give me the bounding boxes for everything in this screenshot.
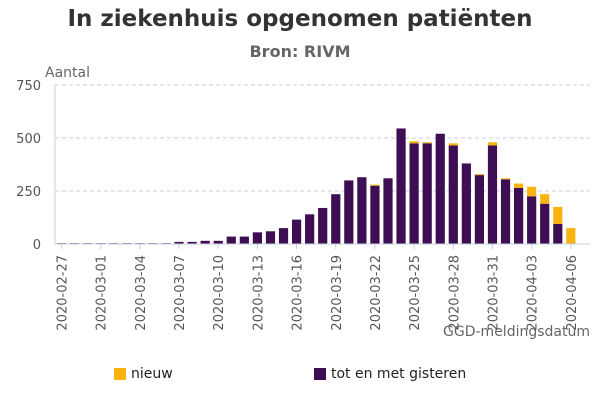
x-tick-label: 2020-03-04 — [134, 255, 149, 331]
x-tick-label: 2020-03-13 — [251, 255, 266, 331]
bar-nieuw[interactable] — [474, 174, 485, 176]
grid-layer — [55, 84, 590, 192]
bar-gisteren[interactable] — [291, 219, 302, 244]
x-tick-label: 2020-03-28 — [447, 255, 462, 331]
legend-label-gisteren: tot en met gisteren — [331, 366, 467, 382]
chart-title: In ziekenhuis opgenomen patiënten — [67, 6, 533, 32]
bar-nieuw[interactable] — [540, 194, 550, 204]
bar-gisteren[interactable] — [422, 143, 432, 244]
y-tick-label: 0 — [33, 238, 41, 253]
x-tick-label: 2020-03-10 — [212, 255, 227, 331]
bar-gisteren[interactable] — [187, 241, 197, 244]
bar-gisteren[interactable] — [278, 228, 289, 244]
bar-gisteren[interactable] — [357, 177, 367, 244]
bar-gisteren[interactable] — [396, 128, 406, 244]
x-tick-label: 2020-03-01 — [95, 255, 110, 331]
bar-gisteren[interactable] — [474, 175, 485, 244]
bar-gisteren[interactable] — [435, 133, 445, 244]
bar-nieuw[interactable] — [422, 142, 432, 144]
bar-gisteren[interactable] — [174, 241, 184, 244]
bars-layer — [56, 128, 576, 244]
bar-gisteren[interactable] — [305, 214, 315, 244]
axis-layer: Aantal GGD-meldingsdatum — [45, 65, 590, 340]
x-tick-label: 2020-03-22 — [369, 255, 384, 331]
bar-gisteren[interactable] — [200, 240, 210, 244]
bar-nieuw[interactable] — [553, 206, 563, 224]
bar-gisteren[interactable] — [514, 187, 524, 244]
x-tick-label: 2020-04-06 — [565, 255, 580, 331]
bar-gisteren[interactable] — [527, 196, 537, 244]
bar-gisteren[interactable] — [383, 178, 393, 244]
bar-gisteren[interactable] — [409, 143, 419, 244]
legend-item-nieuw[interactable]: nieuw — [114, 364, 173, 384]
ticks-layer: 0 250 500 750 2020-02-27 2020-03-01 2020-03-04… — [16, 79, 580, 331]
bar-gisteren[interactable] — [500, 179, 511, 244]
bar-gisteren[interactable] — [226, 236, 236, 244]
bar-gisteren[interactable] — [370, 185, 380, 244]
bar-gisteren[interactable] — [344, 180, 354, 244]
x-tick-label: 2020-03-19 — [330, 255, 345, 331]
x-tick-label: 2020-04-03 — [526, 255, 541, 331]
bar-gisteren[interactable] — [553, 223, 563, 244]
bar-nieuw[interactable] — [448, 143, 458, 146]
bar-gisteren[interactable] — [252, 232, 262, 244]
y-tick-label: 750 — [16, 79, 41, 94]
bar-nieuw[interactable] — [514, 183, 524, 188]
y-tick-label: 250 — [16, 185, 41, 200]
y-tick-label: 500 — [16, 132, 41, 147]
legend-swatch-gisteren — [314, 368, 326, 380]
legend-swatch-nieuw — [114, 368, 126, 380]
bar-nieuw[interactable] — [527, 186, 537, 197]
bar-gisteren[interactable] — [265, 231, 276, 244]
bar-gisteren[interactable] — [461, 163, 471, 244]
x-tick-label: 2020-03-16 — [291, 255, 306, 331]
bar-nieuw[interactable] — [409, 141, 419, 144]
bar-gisteren[interactable] — [448, 145, 458, 244]
chart-subtitle: Bron: RIVM — [249, 42, 351, 61]
bar-gisteren[interactable] — [540, 203, 550, 244]
x-axis-label: GGD-meldingsdatum — [443, 324, 590, 340]
bar-gisteren[interactable] — [318, 207, 328, 244]
bar-gisteren[interactable] — [487, 145, 498, 244]
legend-label-nieuw: nieuw — [131, 366, 173, 382]
bar-nieuw[interactable] — [500, 178, 511, 180]
bar-nieuw[interactable] — [487, 142, 498, 146]
bar-gisteren[interactable] — [213, 240, 223, 244]
x-tick-label: 2020-02-27 — [56, 255, 71, 331]
bar-gisteren[interactable] — [239, 236, 249, 244]
bar-nieuw[interactable] — [370, 184, 380, 186]
y-axis-label: Aantal — [45, 65, 90, 81]
x-tick-label: 2020-03-31 — [486, 255, 501, 331]
x-tick-label: 2020-03-25 — [408, 255, 423, 331]
bar-gisteren[interactable] — [331, 194, 341, 244]
x-tick-label: 2020-03-07 — [173, 255, 188, 331]
bar-nieuw[interactable] — [566, 228, 576, 244]
legend-item-gisteren[interactable]: tot en met gisteren — [314, 364, 466, 384]
